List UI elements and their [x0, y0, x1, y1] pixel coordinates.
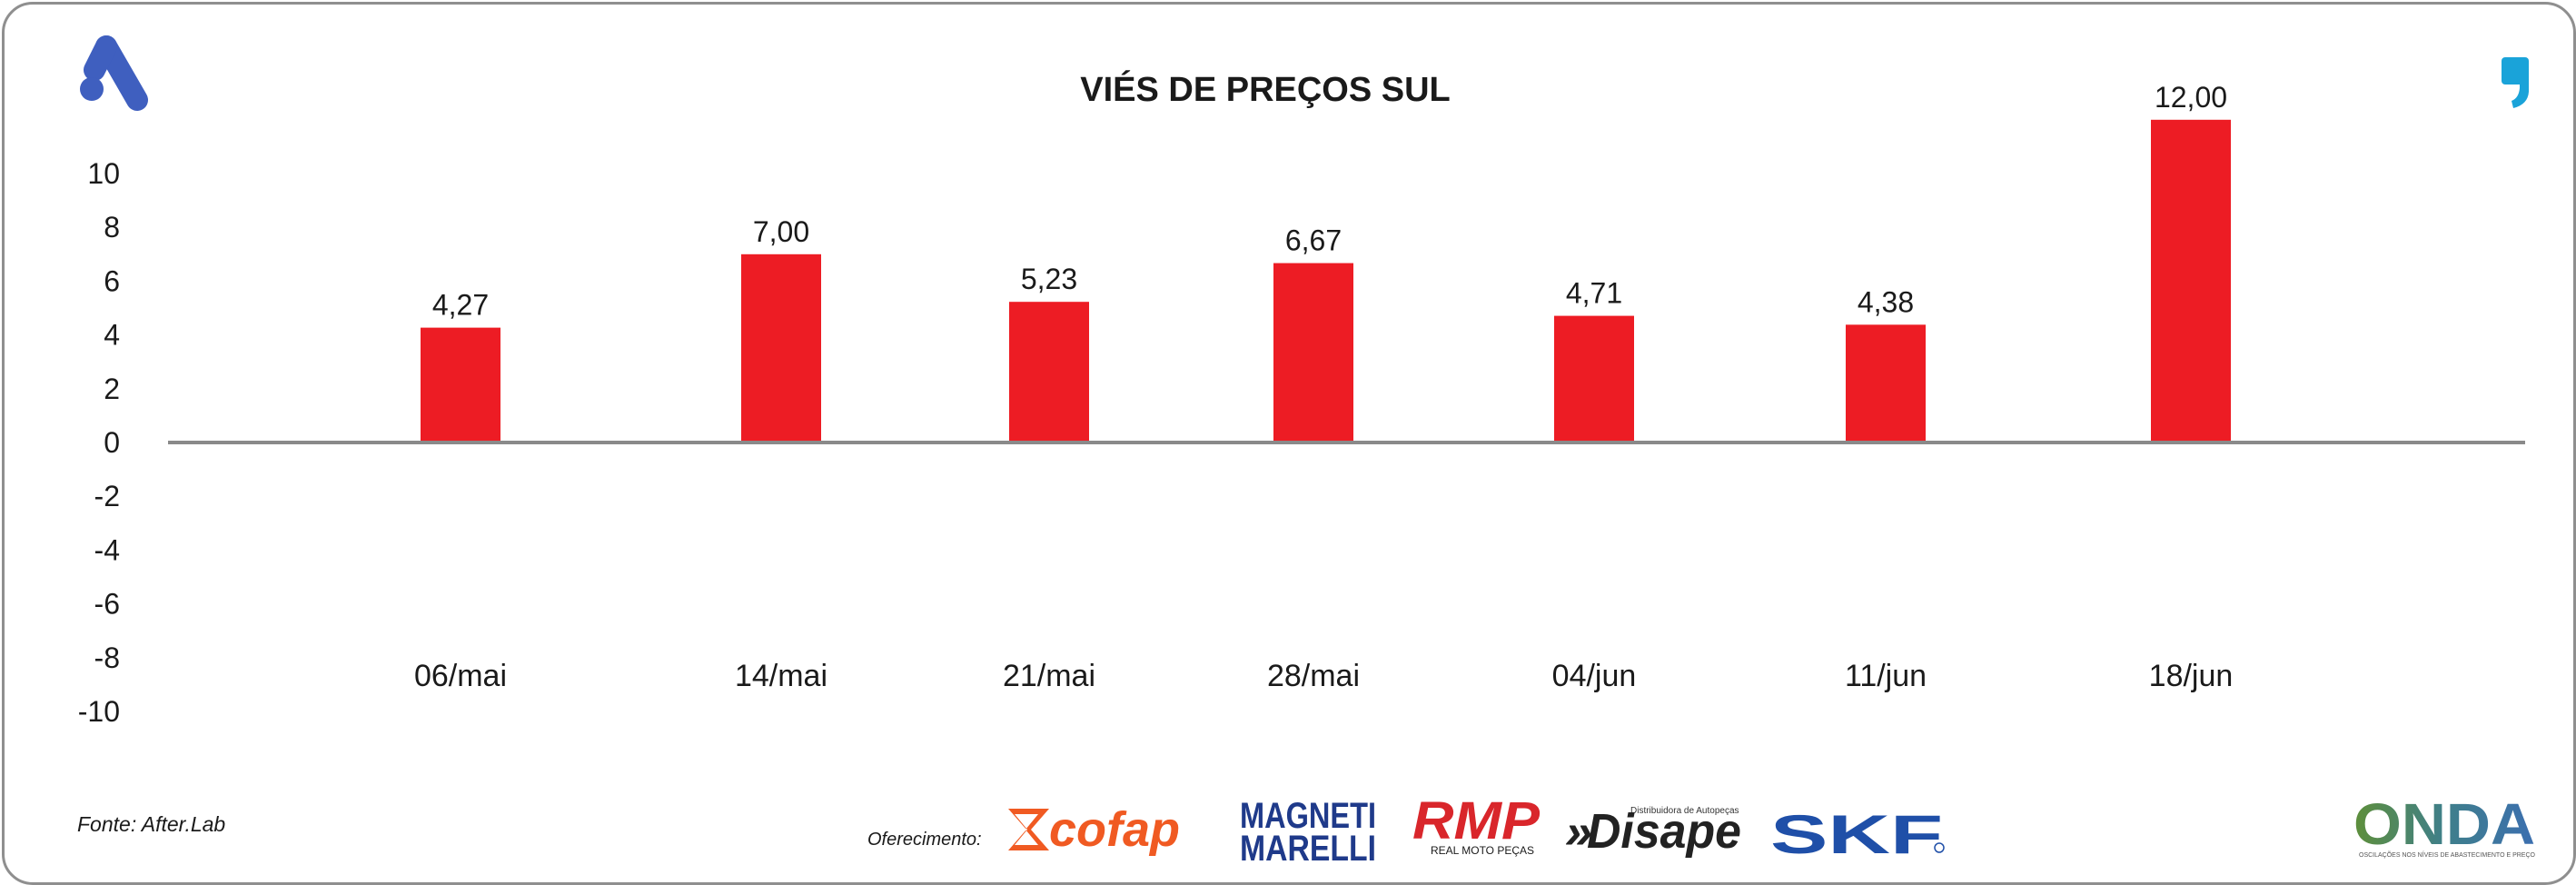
data-label: 4,38	[1858, 285, 1914, 318]
y-tick-label: 2	[104, 373, 120, 405]
x-tick-label: 28/mai	[1267, 659, 1360, 693]
bar	[1846, 324, 1926, 442]
rmp-logo: RMP REAL MOTO PEÇAS	[1412, 791, 1540, 857]
svg-text:cofap: cofap	[1049, 802, 1180, 857]
svg-text:Distribuidora de Autopeças: Distribuidora de Autopeças	[1630, 806, 1739, 816]
bar-chart: VIÉS DE PREÇOS SUL 10 8 6 4 2 0 -2 -4 -6 -8 -10 4,…	[77, 35, 2536, 869]
magneti-marelli-logo: MAGNETI MARELLI	[1240, 796, 1376, 869]
data-label: 4,71	[1566, 277, 1622, 310]
y-tick-label: -6	[94, 588, 120, 621]
disape-logo: Distribuidora de Autopeças » Disape	[1565, 804, 1741, 859]
data-label: 5,23	[1021, 263, 1077, 295]
cofap-logo: cofap	[1008, 802, 1180, 857]
svg-text:MAGNETI: MAGNETI	[1240, 796, 1376, 836]
x-tick-label: 06/mai	[414, 659, 507, 693]
svg-text:ONDA: ONDA	[2353, 791, 2535, 857]
quote-comma-icon	[2502, 57, 2529, 108]
svg-text:RMP: RMP	[1412, 791, 1540, 850]
skf-logo: SKF	[1770, 804, 1945, 865]
y-tick-label: -8	[94, 641, 120, 674]
data-label: 12,00	[2155, 81, 2227, 114]
svg-text:OSCILAÇÕES NOS NÍVEIS DE ABAST: OSCILAÇÕES NOS NÍVEIS DE ABASTECIMENTO E…	[2359, 850, 2536, 859]
y-tick-label: 6	[104, 264, 120, 297]
bar	[741, 254, 821, 442]
bar	[1009, 302, 1089, 442]
data-label: 7,00	[753, 215, 809, 248]
data-labels: 4,27 7,00 5,23 6,67 4,71 4,38 12,00	[432, 81, 2227, 322]
svg-text:»: »	[1565, 804, 1592, 859]
y-tick-label: 8	[104, 211, 120, 244]
bars	[421, 119, 2231, 443]
data-label: 6,67	[1285, 224, 1342, 257]
x-tick-label: 14/mai	[735, 659, 827, 693]
bar	[1273, 263, 1353, 442]
svg-text:SKF: SKF	[1770, 804, 1943, 865]
bar	[1554, 315, 1634, 442]
y-tick-label: -10	[78, 695, 120, 728]
source-note: Fonte: After.Lab	[77, 812, 225, 836]
y-axis: 10 8 6 4 2 0 -2 -4 -6 -8 -10	[78, 157, 120, 728]
y-tick-label: 4	[104, 319, 120, 352]
y-tick-label: -4	[94, 533, 120, 566]
bar	[421, 327, 500, 442]
x-tick-label: 21/mai	[1003, 659, 1095, 693]
x-tick-label: 11/jun	[1845, 659, 1927, 693]
x-tick-label: 18/jun	[2149, 659, 2234, 693]
after-logo-icon	[80, 35, 148, 111]
x-tick-label: 04/jun	[1552, 659, 1637, 693]
y-tick-label: -2	[94, 480, 120, 512]
data-label: 4,27	[432, 289, 489, 322]
svg-text:MARELLI: MARELLI	[1240, 829, 1376, 869]
chart-title: VIÉS DE PREÇOS SUL	[1080, 69, 1451, 109]
x-axis: 06/mai 14/mai 21/mai 28/mai 04/jun 11/jun 18/j…	[414, 659, 2233, 693]
sponsor-label: Oferecimento:	[867, 830, 982, 850]
svg-text:REAL MOTO PEÇAS: REAL MOTO PEÇAS	[1431, 844, 1534, 857]
y-tick-label: 10	[87, 157, 120, 190]
bar	[2151, 119, 2231, 443]
onda-logo: ONDA OSCILAÇÕES NOS NÍVEIS DE ABASTECIME…	[2353, 791, 2536, 859]
y-tick-label: 0	[104, 426, 120, 459]
svg-text:Disape: Disape	[1587, 804, 1741, 859]
